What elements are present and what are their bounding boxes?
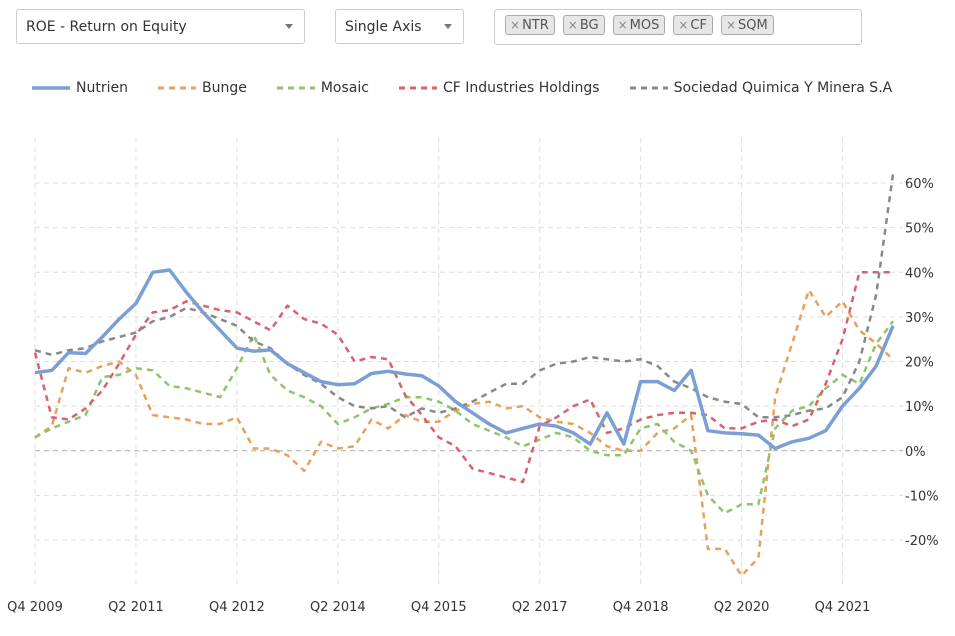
ticker-chip-label: SQM <box>738 17 768 33</box>
x-tick-label: Q4 2018 <box>613 600 669 615</box>
chevron-down-icon <box>285 24 293 29</box>
x-tick-label: Q4 2009 <box>7 600 63 615</box>
y-tick-label: 60% <box>905 177 934 192</box>
y-tick-label: 50% <box>905 222 934 237</box>
legend-label: CF Industries Holdings <box>442 80 600 96</box>
ticker-chip-label: BG <box>579 17 599 33</box>
legend-item[interactable]: Sociedad Quimica Y Minera S.A <box>629 80 893 96</box>
ticker-chip-cf[interactable]: × CF <box>673 15 713 35</box>
x-tick-label: Q4 2021 <box>815 600 871 615</box>
legend-label: Mosaic <box>320 80 369 96</box>
chart-series <box>33 173 895 577</box>
metric-select[interactable]: ROE - Return on Equity <box>16 9 305 44</box>
metric-select-value: ROE - Return on Equity <box>26 18 187 35</box>
ticker-chip-label: NTR <box>522 17 549 33</box>
y-tick-label: 10% <box>905 400 934 415</box>
close-icon[interactable]: × <box>725 18 737 32</box>
x-tick-label: Q2 2014 <box>310 600 366 615</box>
axis-mode-select[interactable]: Single Axis <box>335 9 464 44</box>
ticker-multiselect[interactable]: × NTR × BG × MOS × CF × SQM <box>494 9 862 45</box>
x-tick-label: Q4 2015 <box>411 600 467 615</box>
legend-item[interactable]: Nutrien <box>32 80 128 96</box>
y-tick-label: 0% <box>905 445 926 460</box>
series-line-bunge <box>34 288 894 577</box>
close-icon[interactable]: × <box>510 18 521 32</box>
y-axis-ticks: -20% -10% 0% 10% 20% 30% 40% 50% 60% <box>905 177 939 549</box>
x-tick-label: Q2 2017 <box>512 600 568 615</box>
close-icon[interactable]: × <box>678 18 689 32</box>
y-tick-label: 20% <box>905 356 934 371</box>
x-tick-label: Q2 2020 <box>714 600 770 615</box>
legend-label: Sociedad Quimica Y Minera S.A <box>673 80 893 96</box>
legend-label: Bunge <box>201 80 247 96</box>
ticker-chip-label: MOS <box>629 17 660 33</box>
y-tick-label: 30% <box>905 311 934 326</box>
axis-mode-select-value: Single Axis <box>345 18 422 35</box>
legend-label: Nutrien <box>76 80 128 96</box>
ticker-chip-bg[interactable]: × BG <box>562 15 605 35</box>
ticker-chip-mos[interactable]: × MOS <box>612 15 666 35</box>
y-tick-label: -20% <box>905 534 939 549</box>
legend-item[interactable]: CF Industries Holdings <box>398 80 600 96</box>
chevron-down-icon <box>444 24 452 29</box>
y-tick-label: 40% <box>905 266 934 281</box>
legend-item[interactable]: Mosaic <box>276 80 369 96</box>
x-tick-label: Q4 2012 <box>209 600 265 615</box>
chart-legend: Nutrien Bunge Mosaic CF Industries Holdings… <box>32 78 922 98</box>
series-line-nutrien <box>34 268 895 451</box>
series-line-mosaic <box>34 320 894 515</box>
series-line-cf-industries-holdings <box>33 271 893 484</box>
ticker-chip-sqm[interactable]: × SQM <box>720 15 774 35</box>
x-tick-label: Q2 2011 <box>108 600 164 615</box>
x-axis-ticks: Q4 2009 Q2 2011 Q4 2012 Q2 2014 Q4 2015 Q2 20… <box>7 600 870 615</box>
chart-grid <box>34 138 903 585</box>
legend-item[interactable]: Bunge <box>157 80 247 96</box>
series-line-sociedad-quimica-y-minera-s-a <box>34 173 895 419</box>
close-icon[interactable]: × <box>617 18 628 32</box>
ticker-chip-label: CF <box>690 17 707 33</box>
legend-swatch <box>32 86 70 90</box>
y-tick-label: -10% <box>905 489 939 504</box>
close-icon[interactable]: × <box>567 18 578 32</box>
ticker-chip-ntr[interactable]: × NTR <box>505 15 555 35</box>
